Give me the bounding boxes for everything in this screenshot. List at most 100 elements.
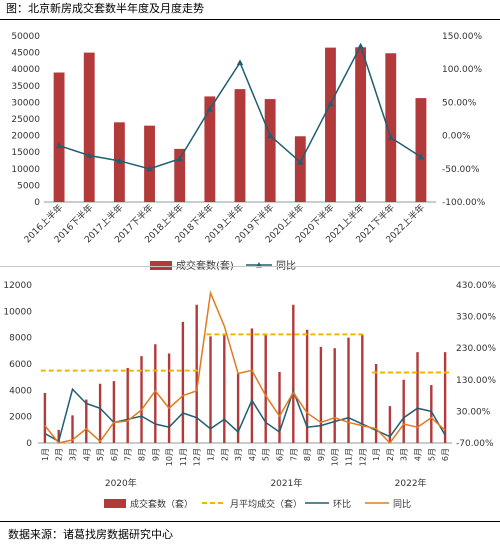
x-tick-label: 5月 [96,448,105,461]
bar [57,429,60,443]
bar [181,321,185,443]
bar [305,329,309,443]
x-tick-label: 2月 [386,448,395,461]
year-label: 2022年 [395,477,427,489]
y-tick-label: 50000 [11,32,40,42]
bar [355,47,367,203]
x-tick-label: 9月 [317,448,326,461]
bar [416,352,419,443]
y2-tick-label: -100.00% [442,198,486,208]
year-label: 2021年 [270,477,302,489]
y2-tick-label: 150.00% [442,32,482,42]
bar [209,336,212,443]
y-tick-label: 0 [34,198,40,208]
x-tick-label: 7月 [124,448,133,461]
y-tick-label: 5000 [17,181,40,191]
x-tick-label: 4月 [414,448,423,461]
line-marker [176,155,183,162]
legend-swatch-bar [104,499,126,508]
bar [292,304,295,443]
chart-semiannual: 0 5000 10000 15000 20000 25000 30000 35000 40000… [11,32,486,272]
bar [98,383,102,443]
bar [112,381,116,443]
x-tick-label: 11月 [345,448,354,466]
legend-label-avg: 月平均成交（套） [230,498,302,510]
x-tick-label: 7月 [289,448,298,461]
bar [140,356,143,443]
x-tick-label: 1月 [41,448,50,461]
x-tick-label: 5月 [262,448,271,461]
legend-label-bar: 成交套数(套) [176,259,234,272]
y-tick-label: 0 [26,439,32,449]
x-tick-label: 4月 [248,448,257,461]
bar [126,367,129,443]
y2-tick-label: 50.00% [442,98,477,108]
y-tick-label: 25000 [11,115,40,125]
y-tick-label: 35000 [11,82,40,92]
bar [385,53,397,202]
y-tick-label: 10000 [3,307,32,317]
x-tick-label: 12月 [358,448,367,466]
bar [144,125,155,202]
y2-tick-label: 100.00% [442,65,482,75]
x-tick-label: 3月 [400,448,409,461]
bar [85,399,88,443]
line-marker [387,134,394,141]
y-tick-label: 10000 [11,165,40,175]
legend-label-bar: 成交套数（套） [130,498,193,510]
y-tick-label: 40000 [11,65,40,75]
bar [43,392,47,443]
bar [361,335,364,443]
y2-tick-label: 130.00% [456,376,496,386]
y2-tick-label: -70.00% [456,439,494,449]
line-marker [417,153,425,160]
y-tick-label: 30000 [11,98,40,108]
line-marker [266,132,274,139]
bar [319,346,323,443]
x-tick-label: 5月 [427,448,436,461]
y2-tick-label: -50.00% [442,165,480,175]
x-tick-label: 1月 [372,448,381,461]
y2-tick-label: 0.00% [442,132,471,142]
x-tick-label: 11月 [179,448,188,466]
bar [234,89,246,202]
bar [71,415,74,443]
bar [278,371,281,443]
line-marker [327,100,334,107]
figure-title: 图：北京新房成交套数半年度及月度走势 [6,2,204,15]
y-tick-label: 45000 [11,49,40,59]
year-label: 2020年 [105,477,137,489]
title-divider [0,19,500,20]
bar [223,333,226,443]
y-tick-label: 6000 [9,360,32,370]
x-tick-label: 6月 [276,448,285,461]
bar [167,353,171,443]
y-tick-label: 8000 [9,334,32,344]
x-tick-label: 2月 [220,448,229,461]
x-tick-label: 10月 [165,448,174,466]
line-marker [146,165,153,172]
bar [294,136,306,202]
y2-tick-label: 330.00% [456,313,496,323]
bar [204,96,216,202]
line-marker [357,42,364,49]
bar [264,333,267,443]
bar [430,385,433,443]
line-marker [116,157,123,164]
line-marker [206,105,214,112]
chart-monthly: 0 2000 4000 6000 8000 10000 12000 -70.00% 30.00%… [3,281,496,510]
bar [174,148,186,202]
x-tick-label: 1月 [207,448,216,461]
bar [333,348,336,443]
bar [236,373,240,443]
line-marker [236,59,244,66]
bar [250,328,254,443]
bar [154,344,157,443]
bar [195,304,198,443]
bar [415,98,427,202]
bar [443,352,447,443]
line-marker [55,142,63,149]
bar [388,406,392,443]
x-tick-label: 10月 [331,448,340,466]
x-tick-label: 8月 [303,448,312,461]
